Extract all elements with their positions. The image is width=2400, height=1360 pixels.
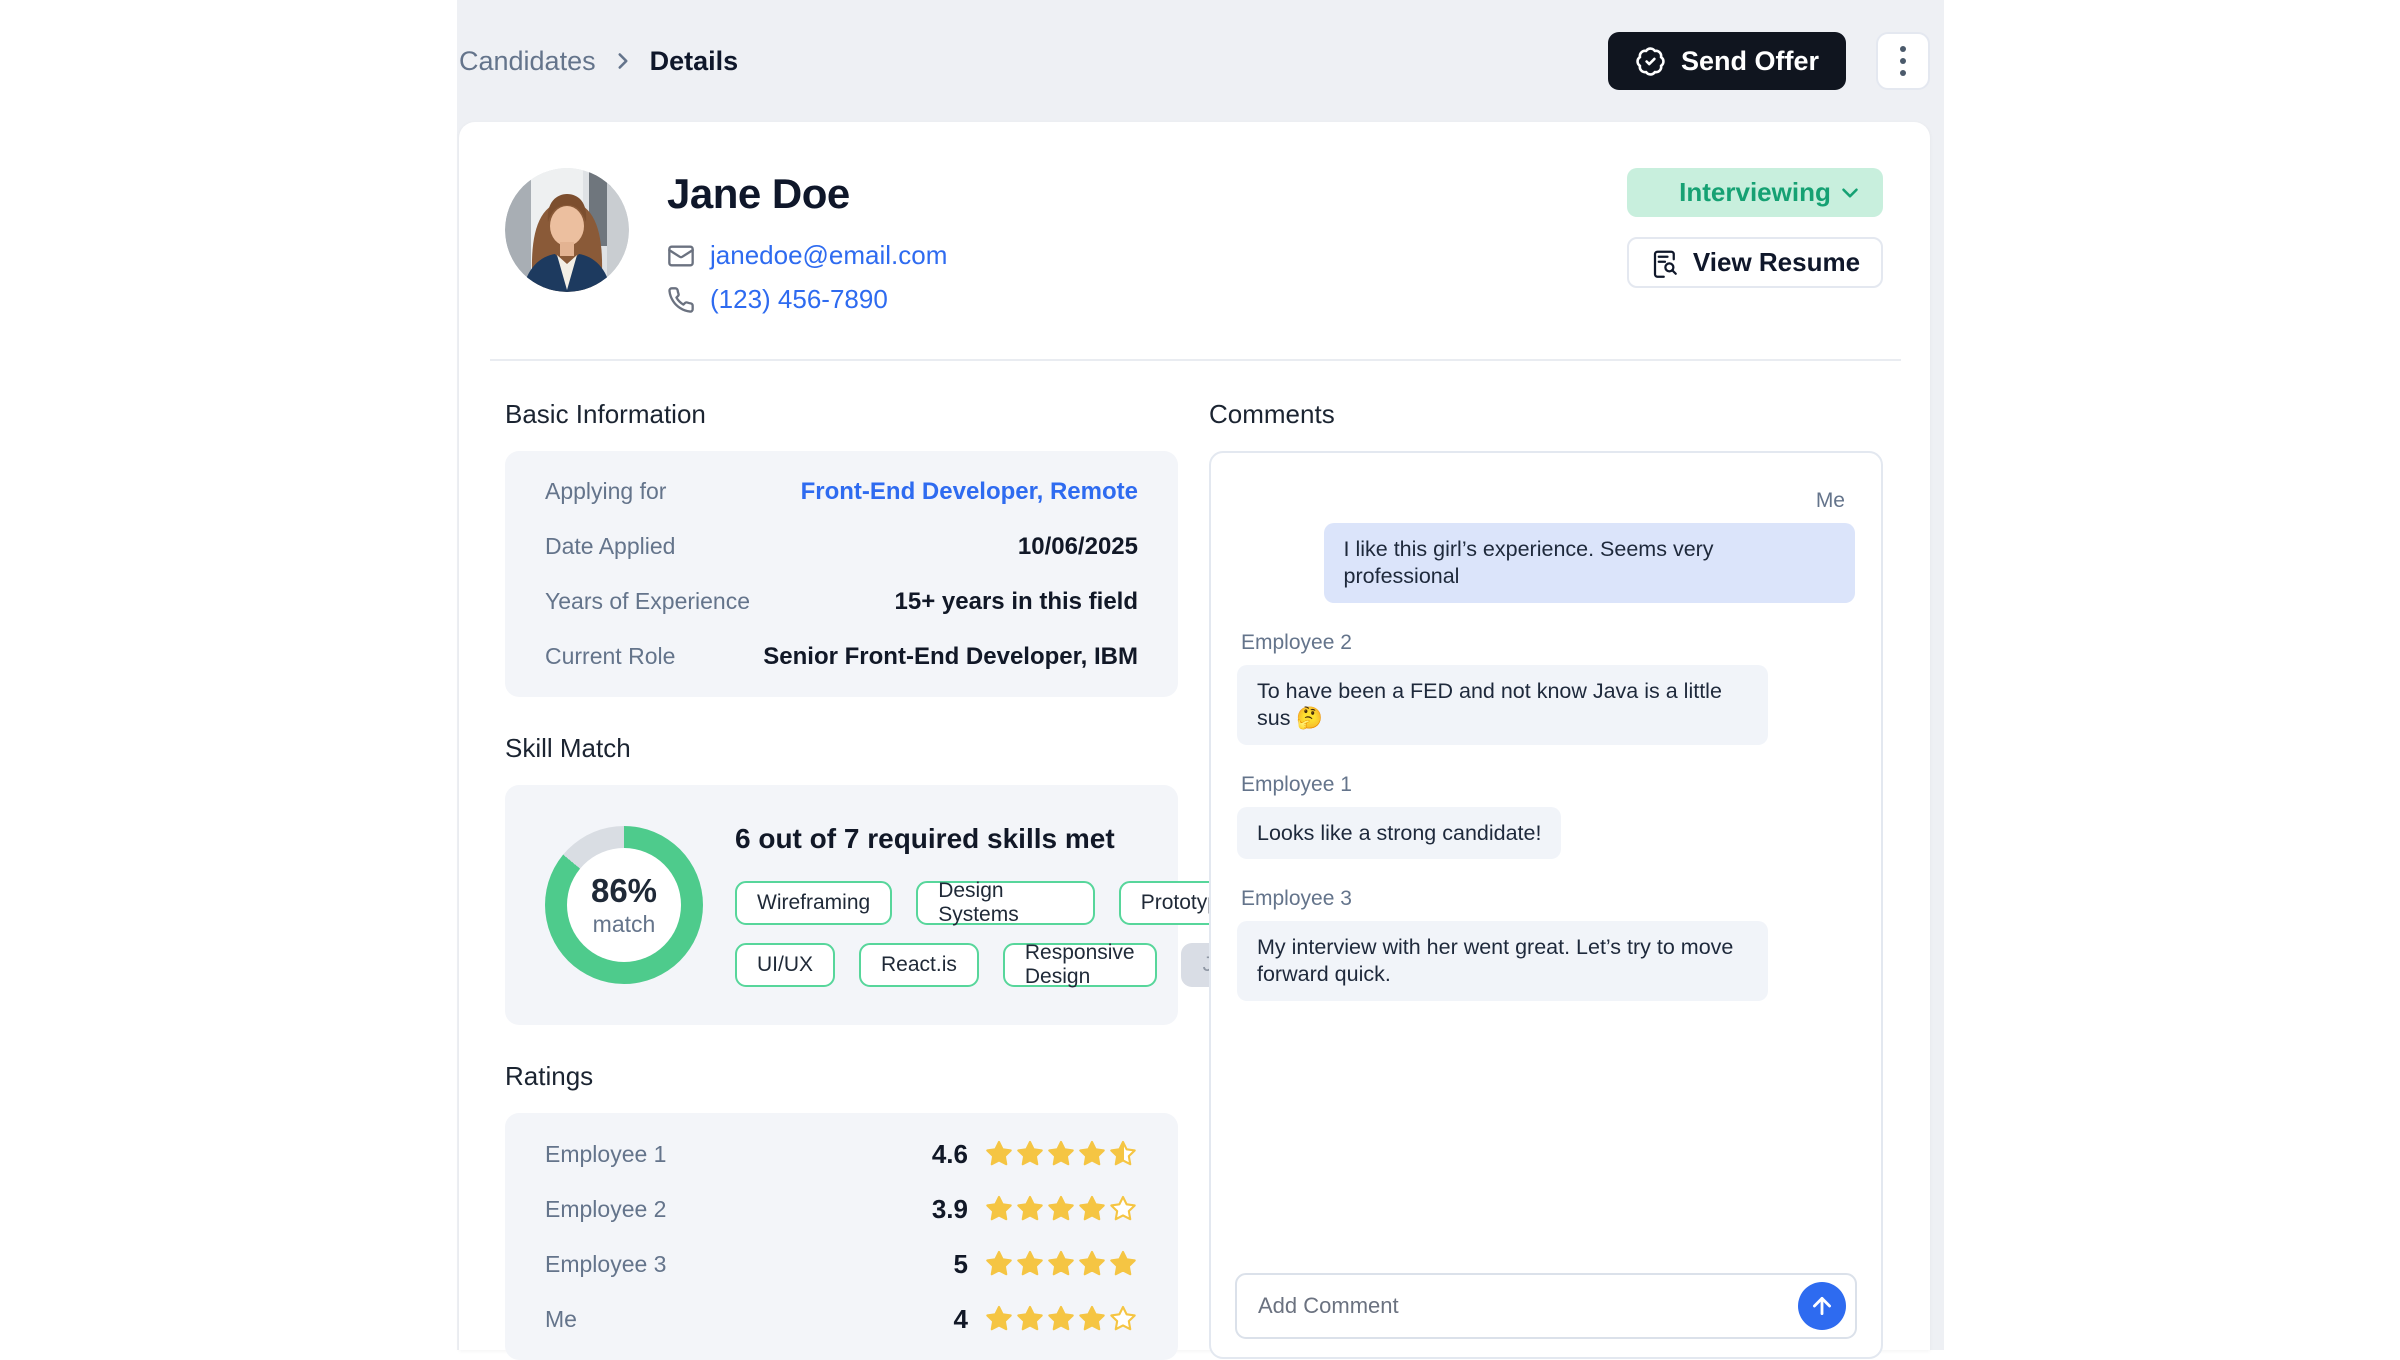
rater-name: Employee 2 <box>545 1195 667 1222</box>
skill-chip: React.is <box>859 943 979 987</box>
skill-chip: Responsive Design <box>1002 941 1157 988</box>
info-value: 10/06/2025 <box>1017 532 1138 560</box>
basic-info-section: Basic Information Applying for Front-End… <box>505 399 1178 697</box>
ratings-section: Ratings Employee 1 4.6 Employee 2 3.9 <box>505 1061 1178 1360</box>
comment-message: My interview with her went great. Let’s … <box>1237 921 1855 1002</box>
comment-bubble: My interview with her went great. Let’s … <box>1237 921 1769 1002</box>
chevron-right-icon <box>618 53 628 69</box>
skill-chip: Wireframing <box>735 881 893 925</box>
more-options-button[interactable] <box>1876 32 1930 90</box>
rating-value: 4 <box>953 1303 968 1334</box>
skill-match-percent: 86% <box>590 872 658 909</box>
comment-bubble: I like this girl’s experience. Seems ver… <box>1323 523 1855 603</box>
rating-row-me: Me 4 <box>545 1304 1138 1334</box>
comment-message: I like this girl’s experience. Seems ver… <box>1237 523 1855 603</box>
comments-column: Comments Me I like this girl’s experienc… <box>1209 399 1883 1360</box>
info-row-applying-for: Applying for Front-End Developer, Remote <box>545 477 1138 505</box>
topbar: Candidates Details Send Offer <box>459 0 1930 122</box>
info-value: Senior Front-End Developer, IBM <box>763 642 1138 670</box>
skills-summary: 6 out of 7 required skills met <box>735 823 1115 854</box>
header-divider <box>490 359 1901 361</box>
candidate-email-link[interactable]: janedoe@email.com <box>710 240 948 270</box>
my-rating-stars[interactable] <box>984 1304 1138 1334</box>
comments-panel: Me I like this girl’s experience. Seems … <box>1209 451 1883 1359</box>
info-label: Years of Experience <box>545 588 751 614</box>
comments-title: Comments <box>1209 399 1335 429</box>
status-dropdown[interactable]: Interviewing <box>1627 168 1883 217</box>
skill-chip: UI/UX <box>735 943 836 987</box>
comment-bubble: To have been a FED and not know Java is … <box>1237 664 1769 745</box>
ratings-card: Employee 1 4.6 Employee 2 3.9 <box>505 1113 1178 1360</box>
rating-row-employee-3: Employee 3 5 <box>545 1249 1138 1279</box>
info-value: 15+ years in this field <box>894 587 1138 615</box>
phone-row: (123) 456-7890 <box>667 284 947 315</box>
view-resume-label: View Resume <box>1692 247 1861 277</box>
details-column: Basic Information Applying for Front-End… <box>505 399 1269 1360</box>
ratings-title: Ratings <box>505 1061 594 1091</box>
comment-author: Employee 2 <box>1241 630 1352 654</box>
candidate-name: Jane Doe <box>667 170 850 217</box>
info-row-experience: Years of Experience 15+ years in this fi… <box>545 587 1138 615</box>
star-icons <box>984 1249 1138 1279</box>
add-comment-input[interactable] <box>1258 1293 1798 1319</box>
candidate-identity: Jane Doe janedoe@email.com (123) 456-789… <box>667 168 947 315</box>
skill-match-section: Skill Match 86% match 6 out of 7 requi <box>505 733 1269 1025</box>
comment-author: Me <box>1815 489 1845 512</box>
rating-value: 5 <box>953 1248 968 1279</box>
rater-name: Employee 1 <box>545 1140 667 1167</box>
rating-row-employee-1: Employee 1 4.6 <box>545 1139 1138 1169</box>
contact-info: janedoe@email.com (123) 456-7890 <box>667 240 947 315</box>
rating-row-employee-2: Employee 2 3.9 <box>545 1194 1138 1224</box>
candidate-phone-link[interactable]: (123) 456-7890 <box>710 284 888 314</box>
comment-message: Looks like a strong candidate! <box>1237 806 1855 860</box>
skill-match-card: 86% match 6 out of 7 required skills met… <box>505 785 1269 1025</box>
profile-header: Jane Doe janedoe@email.com (123) 456-789… <box>505 168 1883 315</box>
candidate-card: Jane Doe janedoe@email.com (123) 456-789… <box>459 122 1930 1360</box>
topbar-actions: Send Offer <box>1607 32 1930 90</box>
breadcrumb-candidates[interactable]: Candidates <box>459 45 596 76</box>
status-label: Interviewing <box>1679 177 1831 207</box>
arrow-up-icon <box>1813 1297 1831 1315</box>
skill-chip: Design Systems <box>916 879 1095 926</box>
basic-info-card: Applying for Front-End Developer, Remote… <box>505 451 1178 697</box>
skill-match-sublabel: match <box>592 911 656 937</box>
basic-info-title: Basic Information <box>505 399 706 429</box>
star-icons <box>984 1139 1138 1169</box>
info-row-current-role: Current Role Senior Front-End Developer,… <box>545 642 1138 670</box>
info-label: Date Applied <box>545 533 676 559</box>
rater-name: Employee 3 <box>545 1250 667 1277</box>
comment-message: To have been a FED and not know Java is … <box>1237 664 1855 745</box>
badge-check-icon <box>1636 46 1665 76</box>
applying-for-link[interactable]: Front-End Developer, Remote <box>800 477 1138 505</box>
breadcrumb-details: Details <box>649 45 739 76</box>
info-label: Current Role <box>545 643 676 669</box>
content-column: Candidates Details Send Offer <box>457 0 1944 1360</box>
candidate-avatar <box>505 168 629 292</box>
comment-author: Employee 3 <box>1241 887 1352 911</box>
info-row-date-applied: Date Applied 10/06/2025 <box>545 532 1138 560</box>
email-row: janedoe@email.com <box>667 240 947 271</box>
chevron-down-icon <box>1842 187 1858 198</box>
send-comment-button[interactable] <box>1798 1282 1846 1330</box>
star-icons <box>984 1194 1138 1224</box>
skill-match-title: Skill Match <box>505 733 631 763</box>
send-offer-label: Send Offer <box>1680 45 1819 76</box>
profile-actions: Interviewing View Resume <box>1627 168 1883 288</box>
kebab-icon <box>1900 46 1906 76</box>
view-resume-button[interactable]: View Resume <box>1627 237 1883 288</box>
file-search-icon <box>1653 250 1677 278</box>
phone-icon <box>668 286 694 313</box>
mail-icon <box>668 245 694 266</box>
add-comment-bar <box>1235 1273 1857 1339</box>
send-offer-button[interactable]: Send Offer <box>1607 32 1846 90</box>
breadcrumb: Candidates Details <box>459 46 738 77</box>
comment-bubble: Looks like a strong candidate! <box>1237 806 1562 860</box>
rating-value: 3.9 <box>931 1193 968 1224</box>
info-label: Applying for <box>545 478 667 504</box>
rater-name: Me <box>545 1305 577 1332</box>
skill-match-donut: 86% match <box>545 826 703 984</box>
rating-value: 4.6 <box>931 1138 968 1169</box>
comment-author: Employee 1 <box>1241 772 1352 796</box>
